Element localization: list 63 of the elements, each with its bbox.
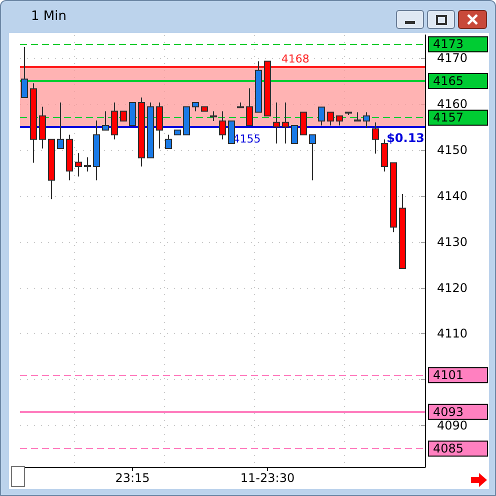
annotation: $0.13 [386,130,425,145]
candlestick [39,106,46,150]
candlestick [255,60,262,113]
x-tick-label: 11-23:30 [240,471,295,485]
candlestick [138,97,145,167]
y-tick-label: 4130 [437,234,468,249]
candlestick [228,120,235,144]
ref-line-label: 4165 [433,74,464,88]
annotation: 4155 [232,132,261,146]
y-tick-label: 4110 [437,326,468,341]
annotation: 4168 [281,52,310,66]
candlestick [282,102,289,144]
candlestick [237,102,244,108]
ref-line-label: 4157 [433,110,464,125]
candlestick [264,60,271,116]
y-tick-label: 4150 [437,142,468,157]
candlestick [327,112,334,126]
ref-line-label: 4085 [433,442,464,456]
candlestick [381,138,388,172]
candlestick [75,152,82,178]
candlestick [84,156,91,172]
chart-title: 1 Min [31,9,66,24]
candlestick [93,120,100,181]
candlestick [156,102,163,150]
y-tick-label: 4090 [437,418,468,433]
ref-line-label: 4101 [433,368,464,382]
candlestick [210,110,217,122]
candlestick [219,110,226,140]
candlestick [318,106,325,126]
candlestick [273,102,280,144]
candlestick [102,110,109,131]
candlestick [165,134,172,150]
candlestick [66,134,73,181]
candlestick [345,112,352,116]
ref-line-label: 4093 [433,404,464,419]
candlestick [372,122,379,154]
candlestick [336,115,343,126]
candlestick [48,138,55,200]
candlestick [183,106,190,136]
candlestick [363,112,370,128]
y-tick-label: 4120 [437,280,468,295]
candlestick [192,102,199,112]
candlestick [120,110,127,122]
candlestick [354,112,361,122]
candlestick [399,194,406,269]
candlestick [309,134,316,181]
candlestick [111,102,118,140]
candlestick [129,102,136,126]
candlestick [174,130,181,136]
candlestick [21,46,28,98]
y-tick-label: 4170 [437,50,468,65]
candlestick [390,162,397,233]
candlestick [147,102,154,158]
x-tick-label: 23:15 [115,471,150,485]
candlestick [30,82,37,164]
candlestick [246,88,253,126]
candlestick [300,112,307,136]
candlestick [57,102,64,150]
candlestick [291,125,298,144]
y-tick-label: 4160 [437,96,468,111]
ref-line-label: 4173 [433,37,464,52]
candlestick [201,106,208,112]
y-tick-label: 4140 [437,188,468,203]
